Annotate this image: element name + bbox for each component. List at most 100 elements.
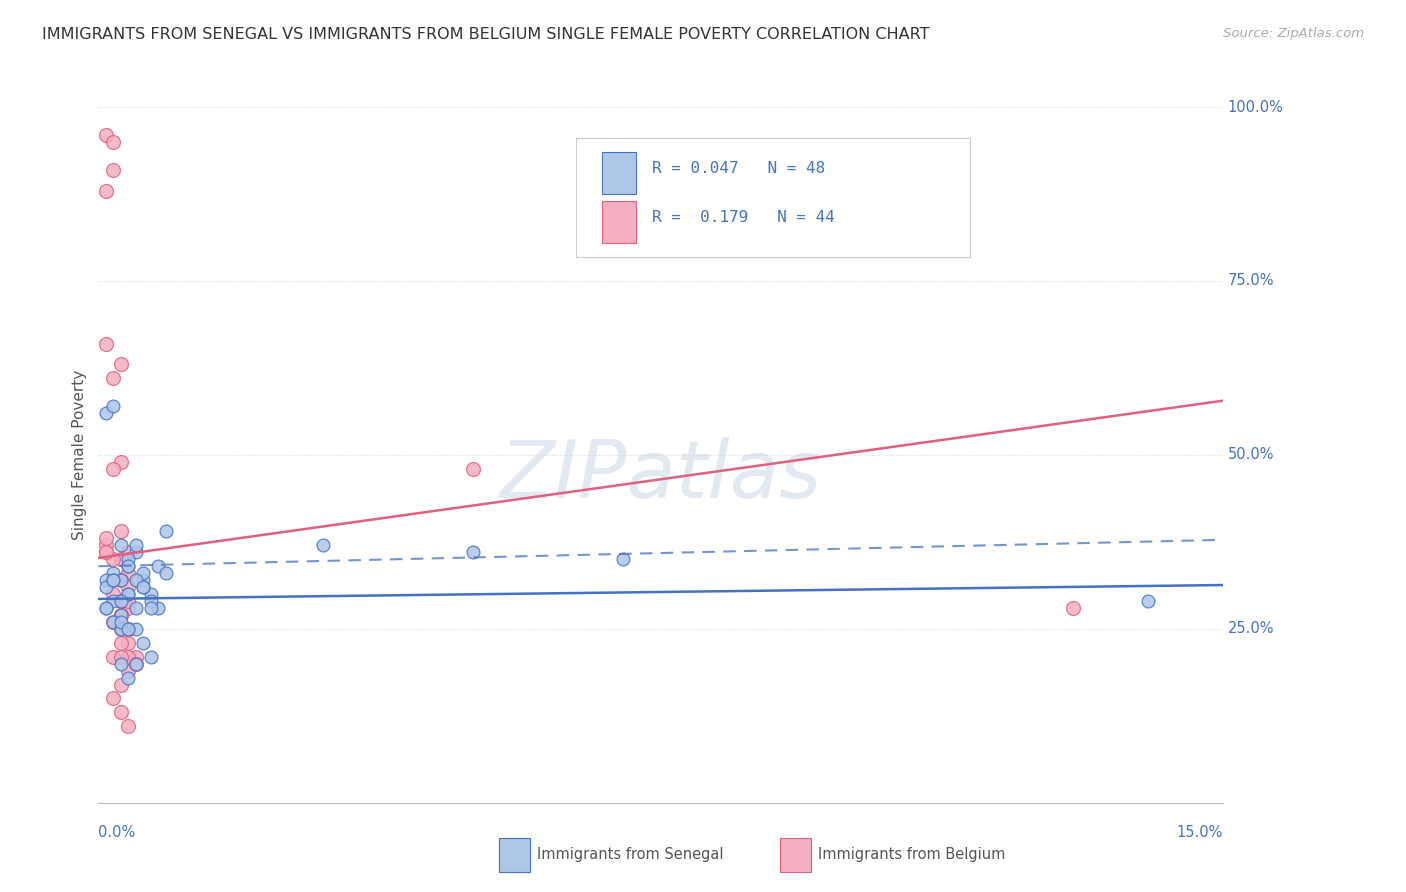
Point xyxy=(110,607,132,622)
Point xyxy=(110,706,132,720)
Point xyxy=(117,559,139,574)
Point xyxy=(139,601,162,615)
Point xyxy=(110,649,132,664)
Bar xyxy=(602,201,636,243)
Point xyxy=(132,636,155,650)
Point xyxy=(110,573,132,587)
Point xyxy=(139,594,162,608)
Point xyxy=(110,636,132,650)
Point xyxy=(110,607,132,622)
Point xyxy=(103,135,125,149)
Point xyxy=(110,594,132,608)
Point xyxy=(117,664,139,678)
Point xyxy=(132,580,155,594)
Point xyxy=(94,580,117,594)
Point xyxy=(132,573,155,587)
Point xyxy=(117,559,139,574)
Point xyxy=(103,573,125,587)
Point xyxy=(110,455,132,469)
Point xyxy=(117,566,139,581)
Point xyxy=(103,552,125,566)
Text: 100.0%: 100.0% xyxy=(1227,100,1284,114)
Point xyxy=(125,657,148,671)
Point xyxy=(1062,601,1084,615)
Point xyxy=(94,128,117,142)
Point xyxy=(94,538,117,552)
Point xyxy=(125,545,148,559)
Point xyxy=(110,657,132,671)
Point xyxy=(103,371,125,385)
Point xyxy=(125,649,148,664)
Point xyxy=(110,524,132,539)
Point xyxy=(117,622,139,636)
Point xyxy=(125,573,148,587)
Point xyxy=(110,552,132,566)
Text: Immigrants from Belgium: Immigrants from Belgium xyxy=(818,847,1005,862)
Point xyxy=(103,649,125,664)
Point xyxy=(94,336,117,351)
Point xyxy=(94,406,117,420)
Point xyxy=(312,538,335,552)
Point xyxy=(463,545,485,559)
Text: ZIPatlas: ZIPatlas xyxy=(499,437,823,515)
Point xyxy=(117,587,139,601)
Point xyxy=(103,462,125,476)
Text: 15.0%: 15.0% xyxy=(1177,825,1223,840)
Point xyxy=(117,622,139,636)
Point xyxy=(110,615,132,629)
Y-axis label: Single Female Poverty: Single Female Poverty xyxy=(72,370,87,540)
Text: R =  0.179   N = 44: R = 0.179 N = 44 xyxy=(652,210,835,225)
Text: 0.0%: 0.0% xyxy=(98,825,135,840)
Point xyxy=(148,559,170,574)
Point xyxy=(103,587,125,601)
Point xyxy=(117,587,139,601)
Point xyxy=(103,594,125,608)
Point xyxy=(103,399,125,413)
Point xyxy=(125,538,148,552)
Point xyxy=(110,622,132,636)
Text: 75.0%: 75.0% xyxy=(1227,274,1274,288)
Point xyxy=(117,580,139,594)
Point xyxy=(139,649,162,664)
Point xyxy=(110,622,132,636)
Text: R = 0.047   N = 48: R = 0.047 N = 48 xyxy=(652,161,825,177)
Point xyxy=(117,552,139,566)
Text: Immigrants from Senegal: Immigrants from Senegal xyxy=(537,847,724,862)
Point xyxy=(132,580,155,594)
Point xyxy=(117,719,139,733)
Text: Source: ZipAtlas.com: Source: ZipAtlas.com xyxy=(1223,27,1364,40)
Point xyxy=(103,691,125,706)
Point xyxy=(94,573,117,587)
Text: IMMIGRANTS FROM SENEGAL VS IMMIGRANTS FROM BELGIUM SINGLE FEMALE POVERTY CORRELA: IMMIGRANTS FROM SENEGAL VS IMMIGRANTS FR… xyxy=(42,27,929,42)
Point xyxy=(155,566,177,581)
Point xyxy=(117,671,139,685)
Point xyxy=(117,622,139,636)
Point xyxy=(125,657,148,671)
Point xyxy=(110,538,132,552)
Point xyxy=(612,552,634,566)
FancyBboxPatch shape xyxy=(576,138,970,257)
Point xyxy=(117,545,139,559)
Point xyxy=(1137,594,1160,608)
Point xyxy=(94,545,117,559)
Point xyxy=(110,594,132,608)
Point xyxy=(94,601,117,615)
Point xyxy=(117,594,139,608)
Point xyxy=(117,601,139,615)
Point xyxy=(103,615,125,629)
Point xyxy=(103,566,125,581)
Point xyxy=(94,545,117,559)
Point xyxy=(139,587,162,601)
Point xyxy=(125,601,148,615)
Point xyxy=(148,601,170,615)
Point xyxy=(110,607,132,622)
Point xyxy=(132,566,155,581)
Point xyxy=(110,358,132,372)
Bar xyxy=(602,153,636,194)
Point xyxy=(94,532,117,546)
Point xyxy=(110,573,132,587)
Point xyxy=(117,636,139,650)
Point xyxy=(103,162,125,177)
Point xyxy=(155,524,177,539)
Text: 50.0%: 50.0% xyxy=(1227,448,1274,462)
